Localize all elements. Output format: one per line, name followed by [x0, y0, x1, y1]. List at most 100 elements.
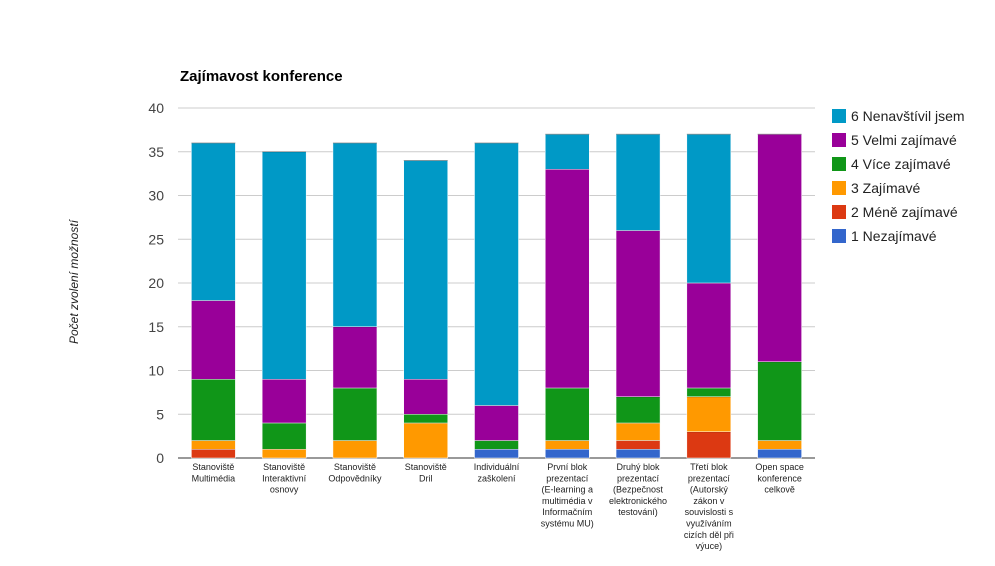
bar-segment: [686, 431, 732, 459]
bar-segment: [403, 160, 448, 380]
bar-segment: [191, 142, 236, 301]
x-tick-label: Stanoviště Odpovědníky: [328, 462, 382, 483]
x-tick-label-line: Individuální: [474, 462, 520, 472]
legend-label: 5 Velmi zajímavé: [851, 132, 957, 148]
legend-swatch: [832, 229, 846, 243]
chart-title: Zajímavost konference: [180, 68, 343, 85]
bar-segment: [261, 449, 307, 459]
bar-segment: [686, 134, 732, 284]
x-tick-label-line: prezentací: [546, 473, 589, 483]
bar-segment: [615, 230, 661, 397]
y-tick-label: 20: [148, 275, 164, 291]
x-tick-label-line: (Autorský: [690, 485, 729, 495]
bar-segment: [615, 440, 661, 450]
bar-segment: [474, 449, 519, 459]
y-axis-label: Počet zvolení možností: [67, 218, 81, 344]
x-tick-label-line: Stanoviště: [192, 462, 234, 472]
x-tick-label: Druhý blok prezentací (Bezpečnost elektroni…: [609, 462, 667, 517]
legend: 6 Nenavštívil jsem 5 Velmi zajímavé 4 Více…: [832, 108, 965, 244]
bar-segment: [757, 134, 802, 362]
x-tick-label: První blok prezentací (E-learning a multimé…: [541, 462, 594, 529]
y-tick-label: 10: [148, 363, 164, 379]
legend-label: 6 Nenavštívil jsem: [851, 108, 965, 124]
x-tick-label-line: celkově: [764, 485, 795, 495]
y-tick-label: 15: [148, 319, 164, 335]
x-tick-label-line: Multimédia: [192, 473, 236, 483]
bar-segment: [403, 379, 448, 415]
y-tick-label: 5: [156, 406, 164, 422]
bar-segment: [191, 440, 236, 450]
x-tick-label-line: zákon v: [693, 496, 725, 506]
y-tick-label: 40: [148, 100, 164, 116]
bar-segment: [757, 440, 802, 450]
bar-segment: [474, 440, 519, 450]
x-tick-label-line: elektronického: [609, 496, 667, 506]
bar-segment: [191, 449, 236, 459]
legend-swatch: [832, 133, 846, 147]
y-tick-label: 30: [148, 188, 164, 204]
bar-segment: [545, 387, 590, 441]
x-tick-label-line: cizích děl při: [684, 530, 734, 540]
y-tick-label: 35: [148, 144, 164, 160]
bar-segment: [545, 169, 590, 389]
x-tick-label-line: Open space: [755, 462, 804, 472]
y-tick-label: 25: [148, 231, 164, 247]
legend-label: 2 Méně zajímavé: [851, 204, 958, 220]
bar-segment: [757, 361, 802, 441]
bar-segment: [615, 134, 661, 231]
bar-segment: [545, 440, 590, 450]
x-tick-label-line: prezentací: [688, 473, 731, 483]
bar-segment: [191, 379, 236, 441]
legend-swatch: [832, 157, 846, 171]
x-tick-label-line: multimédia v: [542, 496, 593, 506]
x-tick-label: Třetí blok prezentací (Autorský zákon v souv…: [684, 462, 734, 551]
x-tick-label-line: Druhý blok: [617, 462, 661, 472]
x-tick-label: Stanoviště Interaktivní osnovy: [262, 462, 307, 495]
bar-segment: [474, 142, 519, 406]
y-tick-label: 0: [156, 450, 164, 466]
legend-swatch: [832, 181, 846, 195]
y-axis-ticks: 0 5 10 15 20 25 30 35 40: [148, 100, 164, 466]
legend-label: 1 Nezajímavé: [851, 228, 937, 244]
bar-segment: [261, 151, 307, 380]
legend-label: 3 Zajímavé: [851, 180, 920, 196]
bars: [191, 133, 802, 459]
x-tick-label: Open space konference celkově: [755, 462, 804, 495]
x-tick-label-line: osnovy: [270, 485, 299, 495]
x-tick-label: Stanoviště Multimédia: [192, 462, 236, 483]
x-tick-label-line: (E-learning a: [542, 485, 594, 495]
bar-segment: [474, 405, 519, 441]
bar-segment: [332, 387, 378, 441]
x-tick-label-line: systému MU): [541, 519, 594, 529]
legend-swatch: [832, 205, 846, 219]
x-tick-label-line: Stanoviště: [405, 462, 447, 472]
bar-segment: [615, 422, 661, 441]
legend-swatch: [832, 109, 846, 123]
x-tick-label-line: Stanoviště: [263, 462, 305, 472]
bar-segment: [686, 282, 732, 389]
legend-label: 4 Více zajímavé: [851, 156, 951, 172]
x-tick-label-line: Interaktivní: [262, 473, 307, 483]
bar-segment: [191, 300, 236, 380]
bar-segment: [545, 449, 590, 459]
bar-segment: [332, 440, 378, 459]
x-tick-label-line: zaškolení: [477, 473, 516, 483]
bar-segment: [332, 142, 378, 327]
bar-segment: [261, 422, 307, 450]
x-tick-label-line: testování): [618, 507, 658, 517]
bar-segment: [403, 422, 448, 459]
bar-segment: [615, 449, 661, 459]
bar-segment: [686, 396, 732, 432]
bar-segment: [332, 326, 378, 389]
bar-segment: [403, 414, 448, 424]
x-tick-label-line: využíváním: [686, 519, 732, 529]
x-tick-label: Individuální zaškolení: [474, 462, 520, 483]
x-tick-label-line: souvislosti s: [685, 507, 734, 517]
x-tick-label-line: prezentací: [617, 473, 660, 483]
bar-segment: [261, 379, 307, 424]
x-tick-label-line: konference: [757, 473, 802, 483]
x-tick-label: Stanoviště Dril: [405, 462, 447, 483]
x-tick-label-line: Stanoviště: [334, 462, 376, 472]
